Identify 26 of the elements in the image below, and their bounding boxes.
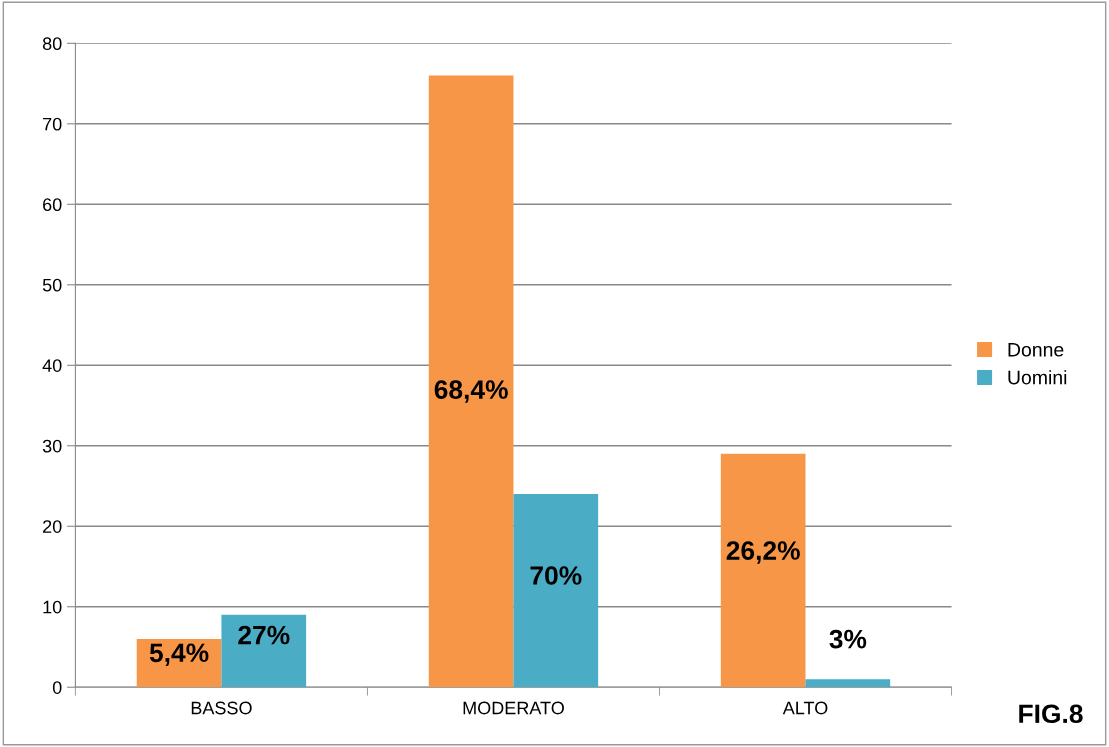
annotation: 70% [530, 566, 582, 585]
annotation: 5,4% [149, 643, 209, 666]
y-tick-label: 20 [43, 520, 62, 533]
legend-label: Uomini [1008, 370, 1067, 385]
x-tick-label: ALTO [782, 701, 828, 715]
y-tick-label: 70 [43, 117, 62, 131]
annotation: 27% [238, 625, 290, 645]
caption: FIG.8 [1019, 704, 1083, 724]
annotation: 68,4% [434, 380, 508, 403]
y-tick-label: 60 [43, 198, 62, 212]
x-tick-label: BASSO [191, 701, 252, 715]
bar [720, 453, 806, 688]
y-tick-label: 0 [52, 681, 62, 694]
x-tick-label: MODERATO [463, 701, 564, 715]
legend-label: Donne [1008, 343, 1064, 357]
bar [805, 679, 891, 688]
y-tick-label: 10 [43, 600, 62, 614]
y-tick-label: 30 [42, 439, 62, 453]
y-tick-label: 40 [42, 359, 62, 372]
y-tick-label: 50 [42, 278, 62, 292]
annotation: 3% [829, 629, 867, 649]
bar [428, 75, 514, 688]
bar [221, 614, 307, 688]
y-tick-label: 80 [42, 37, 62, 51]
annotation: 26,2% [726, 541, 800, 564]
bar [513, 494, 599, 688]
